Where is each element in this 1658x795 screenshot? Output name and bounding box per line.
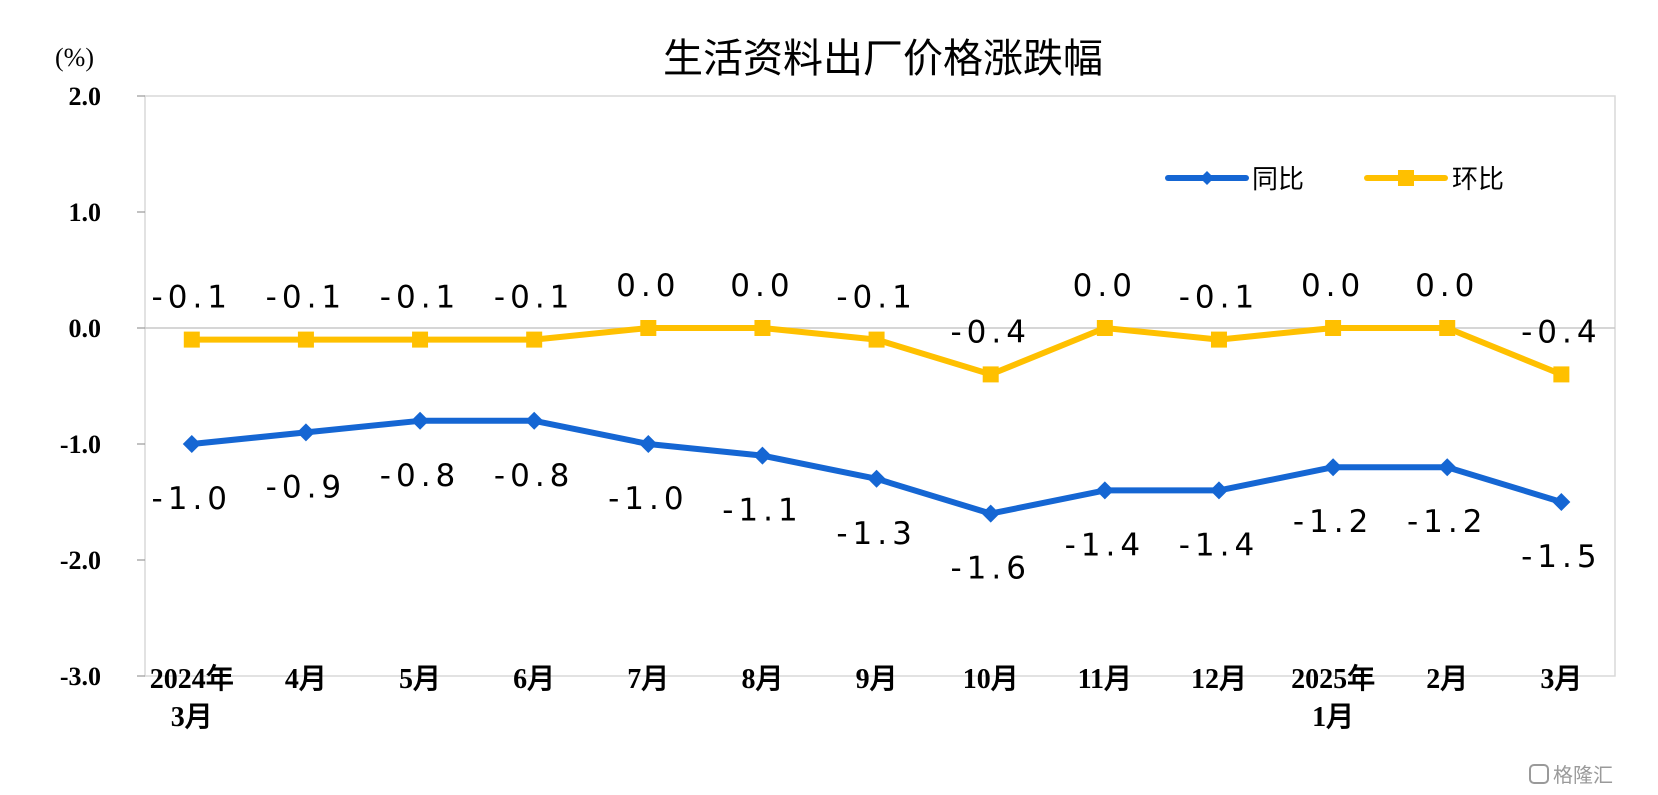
watermark: 格隆汇: [1529, 763, 1613, 787]
data-point-mom: [1439, 320, 1456, 336]
data-label-yoy: -0.8: [380, 458, 461, 494]
data-point-mom: [1210, 331, 1227, 348]
data-point-yoy: [1095, 481, 1114, 500]
y-tick-label: 0.0: [69, 314, 102, 343]
data-point-yoy: [639, 435, 658, 453]
data-label-yoy: -1.0: [152, 481, 233, 517]
data-point-yoy: [525, 411, 544, 430]
legend-marker-mom: [1398, 170, 1414, 186]
x-tick-label: 10月: [963, 664, 1019, 695]
data-label-yoy: -1.2: [1407, 504, 1488, 540]
data-point-yoy: [1552, 493, 1571, 511]
legend: 同比 环比: [1165, 165, 1504, 195]
plot-area-border: [144, 95, 1616, 677]
x-tick-label: 2025年: [1291, 662, 1375, 695]
data-point-yoy: [981, 504, 1000, 523]
data-label-yoy: -1.0: [608, 481, 689, 517]
x-tick-label: 2024年: [150, 662, 234, 695]
data-label-mom: 0.0: [730, 268, 794, 304]
data-label-mom: -0.1: [380, 280, 461, 316]
x-tick-label: 12月: [1191, 664, 1247, 695]
x-tick-label: 6月: [513, 664, 555, 695]
data-point-yoy: [867, 469, 886, 488]
data-point-yoy: [182, 435, 201, 453]
data-label-mom: 0.0: [1073, 268, 1137, 304]
data-point-mom: [412, 331, 429, 348]
data-point-mom: [982, 366, 999, 383]
data-point-mom: [183, 331, 200, 348]
data-point-yoy: [1209, 481, 1228, 500]
data-label-yoy: -1.5: [1521, 539, 1602, 575]
x-tick-label: 3月: [171, 702, 213, 733]
y-tick-label: -1.0: [60, 430, 101, 459]
data-label-mom: 0.0: [1301, 268, 1365, 304]
data-point-mom: [297, 331, 314, 348]
data-label-yoy: -1.6: [950, 551, 1031, 587]
x-tick-label: 1月: [1312, 702, 1354, 733]
data-label-mom: -0.4: [950, 314, 1031, 350]
series-layer: [182, 320, 1571, 523]
data-point-yoy: [411, 411, 430, 430]
data-label-mom: 0.0: [1415, 268, 1479, 304]
data-label-mom: -0.1: [836, 280, 917, 316]
x-tick-label: 8月: [741, 664, 783, 695]
x-axis: 2024年 3月 4月 5月 6月 7月 8月 9月 10月 11月 12月 2025年 1月 2月 3月: [150, 662, 1583, 733]
data-point-mom: [526, 331, 543, 348]
x-tick-label: 2月: [1426, 664, 1468, 695]
data-label-mom: -0.1: [152, 280, 233, 316]
data-label-yoy: -1.3: [836, 516, 917, 552]
x-tick-label: 4月: [285, 664, 327, 695]
x-tick-label: 9月: [856, 664, 898, 695]
data-label-yoy: -1.4: [1065, 527, 1146, 563]
data-label-yoy: -1.1: [722, 493, 803, 529]
data-labels: -1.0 -0.9 -0.8 -0.8 -1.0 -1.1 -1.3 -1.6 -1.4 -1.4…: [152, 268, 1602, 587]
data-label-mom: -0.1: [1179, 280, 1260, 316]
data-point-yoy: [1438, 458, 1457, 477]
data-point-mom: [640, 320, 657, 336]
y-tick-label: -3.0: [60, 662, 101, 691]
x-tick-label: 11月: [1078, 664, 1132, 695]
y-axis-unit: (%): [55, 43, 94, 72]
y-tick-label: -2.0: [60, 546, 101, 575]
data-point-mom: [868, 331, 885, 348]
data-point-mom: [1096, 320, 1113, 336]
data-point-yoy: [1324, 458, 1343, 477]
data-label-yoy: -1.4: [1179, 527, 1260, 563]
data-point-yoy: [296, 423, 315, 442]
data-point-mom: [1325, 320, 1342, 336]
data-label-mom: -0.1: [494, 280, 575, 316]
data-point-mom: [754, 320, 771, 336]
data-label-mom: 0.0: [616, 268, 680, 304]
data-point-yoy: [753, 446, 772, 465]
x-tick-label: 3月: [1540, 664, 1582, 695]
y-axis: 2.0 1.0 0.0 -1.0 -2.0 -3.0: [60, 82, 145, 691]
data-label-mom: -0.4: [1521, 314, 1602, 350]
chart-title: 生活资料出厂价格涨跌幅: [663, 36, 1103, 82]
data-label-yoy: -0.8: [494, 458, 575, 494]
legend-label-yoy: 同比: [1252, 165, 1304, 195]
y-tick-label: 2.0: [69, 82, 102, 111]
data-label-yoy: -1.2: [1293, 504, 1374, 540]
data-label-yoy: -0.9: [266, 469, 347, 505]
data-point-mom: [1553, 366, 1570, 383]
watermark-logo-icon: [1529, 764, 1549, 784]
x-tick-label: 5月: [399, 664, 441, 695]
data-label-mom: -0.1: [266, 280, 347, 316]
watermark-text: 格隆汇: [1553, 763, 1613, 787]
legend-label-mom: 环比: [1452, 165, 1504, 195]
legend-marker-yoy: [1200, 171, 1214, 185]
y-tick-label: 1.0: [69, 198, 102, 227]
x-tick-label: 7月: [627, 664, 669, 695]
